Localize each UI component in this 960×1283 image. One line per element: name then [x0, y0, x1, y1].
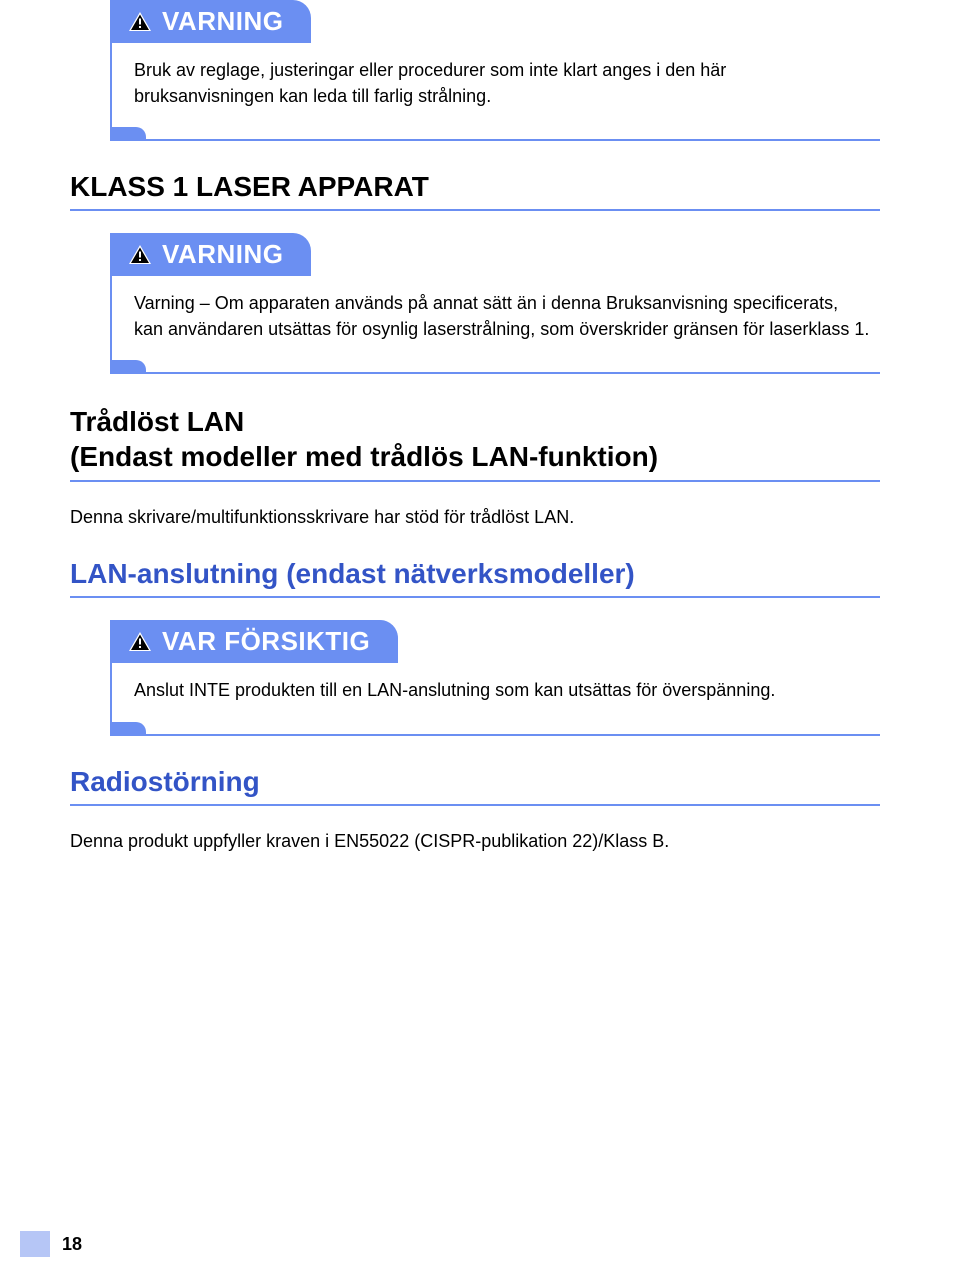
heading-radio: Radiostörning [70, 766, 880, 798]
warning-icon [128, 11, 152, 32]
heading-tradlost-line1: Trådlöst LAN [70, 406, 244, 437]
warning-body: Varning – Om apparaten används på annat … [110, 276, 880, 360]
caution-closer [110, 722, 880, 736]
warning-label: VARNING [162, 6, 283, 37]
paragraph-radio: Denna produkt uppfyller kraven i EN55022… [70, 828, 880, 854]
warning-tab: VARNING [110, 233, 311, 276]
heading-underline [70, 480, 880, 482]
page-number-box [20, 1231, 50, 1257]
warning-label: VARNING [162, 239, 283, 270]
caution-label: VAR FÖRSIKTIG [162, 626, 370, 657]
warning-icon [128, 631, 152, 652]
heading-underline [70, 804, 880, 806]
caution-body: Anslut INTE produkten till en LAN-anslut… [110, 663, 880, 721]
paragraph-tradlost: Denna skrivare/multifunktionsskrivare ha… [70, 504, 880, 530]
warning-body: Bruk av reglage, justeringar eller proce… [110, 43, 880, 127]
warning-closer [110, 127, 880, 141]
warning-icon [128, 244, 152, 265]
warning-closer [110, 360, 880, 374]
heading-tradlost: Trådlöst LAN (Endast modeller med trådlö… [70, 404, 880, 474]
heading-tradlost-line2: (Endast modeller med trådlös LAN-funktio… [70, 441, 658, 472]
heading-lan: LAN-anslutning (endast nätverksmodeller) [70, 558, 880, 590]
page-footer: 18 [20, 1231, 82, 1257]
page-number: 18 [62, 1234, 82, 1255]
heading-underline [70, 596, 880, 598]
warning-tab: VARNING [110, 0, 311, 43]
caution-tab: VAR FÖRSIKTIG [110, 620, 398, 663]
heading-underline [70, 209, 880, 211]
heading-klass: KLASS 1 LASER APPARAT [70, 171, 880, 203]
